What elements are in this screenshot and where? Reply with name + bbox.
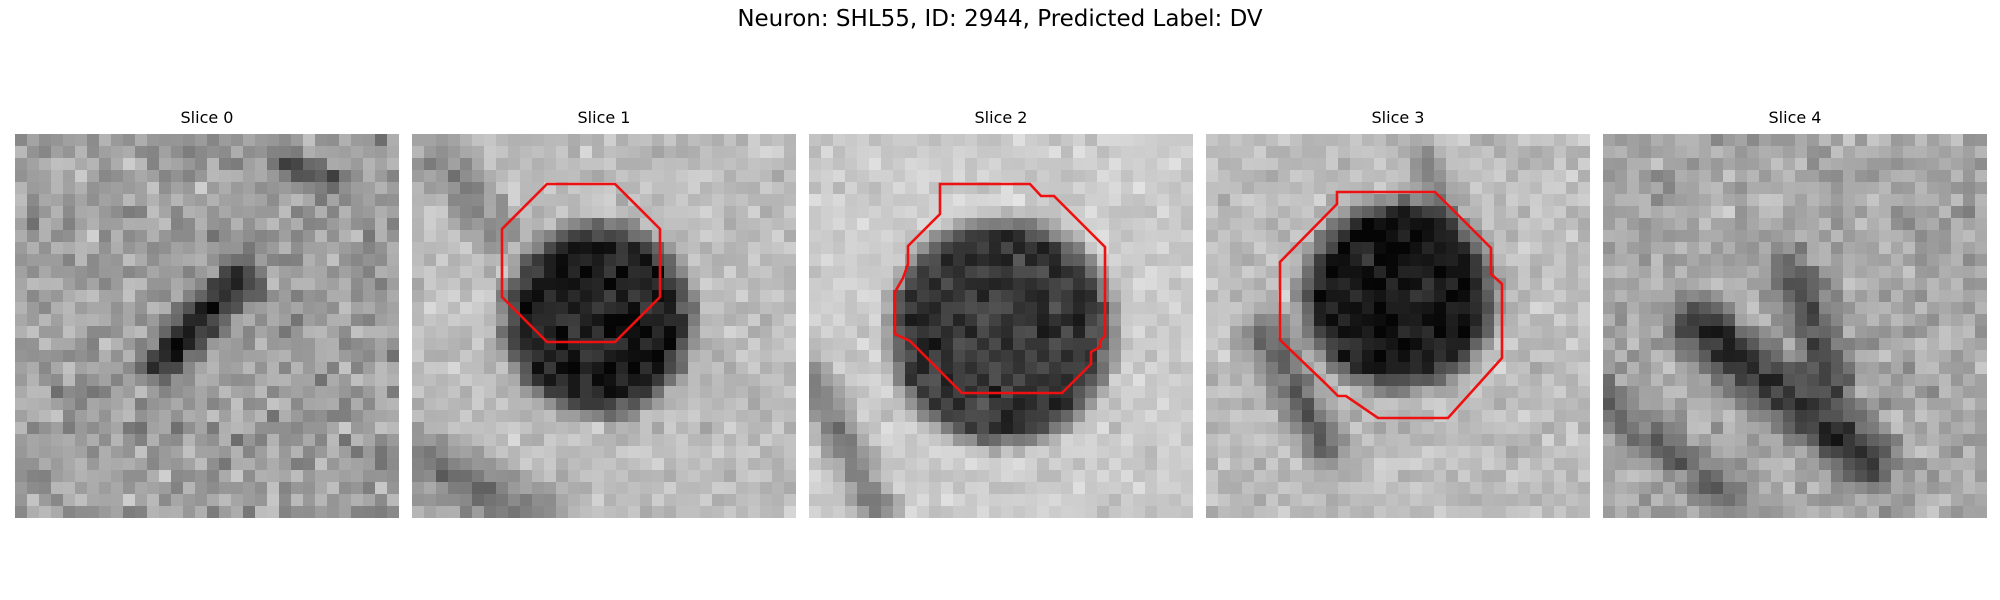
segmentation-contour xyxy=(500,182,662,344)
slice-panel-2: Slice 2 xyxy=(809,108,1193,518)
segmentation-contour xyxy=(1278,190,1504,420)
slice-image xyxy=(1206,134,1590,518)
pixel-grid xyxy=(412,134,796,518)
slice-image xyxy=(412,134,796,518)
slice-title: Slice 0 xyxy=(180,108,234,127)
segmentation-contour xyxy=(893,182,1107,395)
slice-title: Slice 2 xyxy=(974,108,1028,127)
slice-title: Slice 4 xyxy=(1768,108,1822,127)
slice-image xyxy=(1603,134,1987,518)
slice-panel-0: Slice 0 xyxy=(15,108,399,518)
slice-image xyxy=(15,134,399,518)
pixel-grid xyxy=(1603,134,1987,518)
slice-title: Slice 3 xyxy=(1371,108,1425,127)
slice-panel-4: Slice 4 xyxy=(1603,108,1987,518)
slice-panel-1: Slice 1 xyxy=(412,108,796,518)
pixel-grid xyxy=(1206,134,1590,518)
pixel-grid xyxy=(809,134,1193,518)
figure-title: Neuron: SHL55, ID: 2944, Predicted Label… xyxy=(737,6,1263,32)
pixel-grid xyxy=(15,134,399,518)
slice-panel-3: Slice 3 xyxy=(1206,108,1590,518)
slice-title: Slice 1 xyxy=(577,108,631,127)
slice-image xyxy=(809,134,1193,518)
